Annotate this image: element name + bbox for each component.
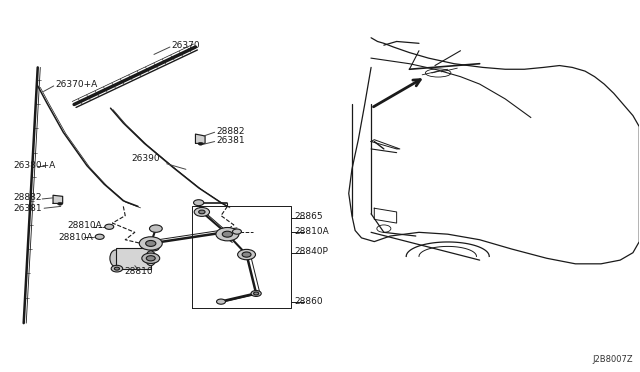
Text: 26370: 26370 [172, 41, 200, 51]
Circle shape [198, 210, 205, 214]
Circle shape [58, 202, 63, 205]
Text: 28810A: 28810A [58, 232, 93, 242]
Circle shape [216, 228, 239, 241]
Text: 28860: 28860 [294, 297, 323, 306]
Circle shape [193, 200, 204, 206]
Text: 26381: 26381 [13, 204, 42, 213]
Circle shape [142, 253, 160, 263]
Text: 28865: 28865 [294, 212, 323, 221]
Polygon shape [195, 134, 205, 143]
Circle shape [150, 225, 163, 232]
Circle shape [105, 224, 114, 230]
Text: 28810A: 28810A [68, 221, 102, 230]
Circle shape [149, 245, 159, 251]
Ellipse shape [426, 69, 451, 77]
Ellipse shape [377, 225, 391, 232]
Circle shape [115, 267, 120, 270]
Circle shape [242, 252, 251, 257]
Polygon shape [53, 195, 63, 203]
Circle shape [140, 237, 163, 250]
Circle shape [216, 299, 225, 304]
Circle shape [222, 231, 232, 237]
Text: 28810A: 28810A [294, 227, 329, 236]
Text: 26380+A: 26380+A [13, 161, 56, 170]
Text: 28840P: 28840P [294, 247, 328, 256]
Circle shape [95, 234, 104, 239]
Text: J2B8007Z: J2B8007Z [592, 355, 633, 364]
Text: 28810: 28810 [124, 267, 152, 276]
Text: 26370+A: 26370+A [55, 80, 97, 89]
Circle shape [147, 256, 156, 261]
Ellipse shape [146, 251, 156, 266]
Circle shape [146, 240, 156, 246]
Circle shape [253, 292, 259, 295]
Bar [116, 248, 151, 269]
Circle shape [198, 142, 203, 145]
Text: 26381: 26381 [216, 136, 245, 145]
Text: 28882: 28882 [13, 193, 42, 202]
Text: 26390: 26390 [132, 154, 160, 163]
Circle shape [251, 291, 261, 296]
Circle shape [237, 249, 255, 260]
Circle shape [111, 265, 123, 272]
Circle shape [194, 208, 209, 217]
Circle shape [232, 229, 241, 234]
Text: 28882: 28882 [216, 126, 245, 136]
Ellipse shape [110, 250, 122, 267]
